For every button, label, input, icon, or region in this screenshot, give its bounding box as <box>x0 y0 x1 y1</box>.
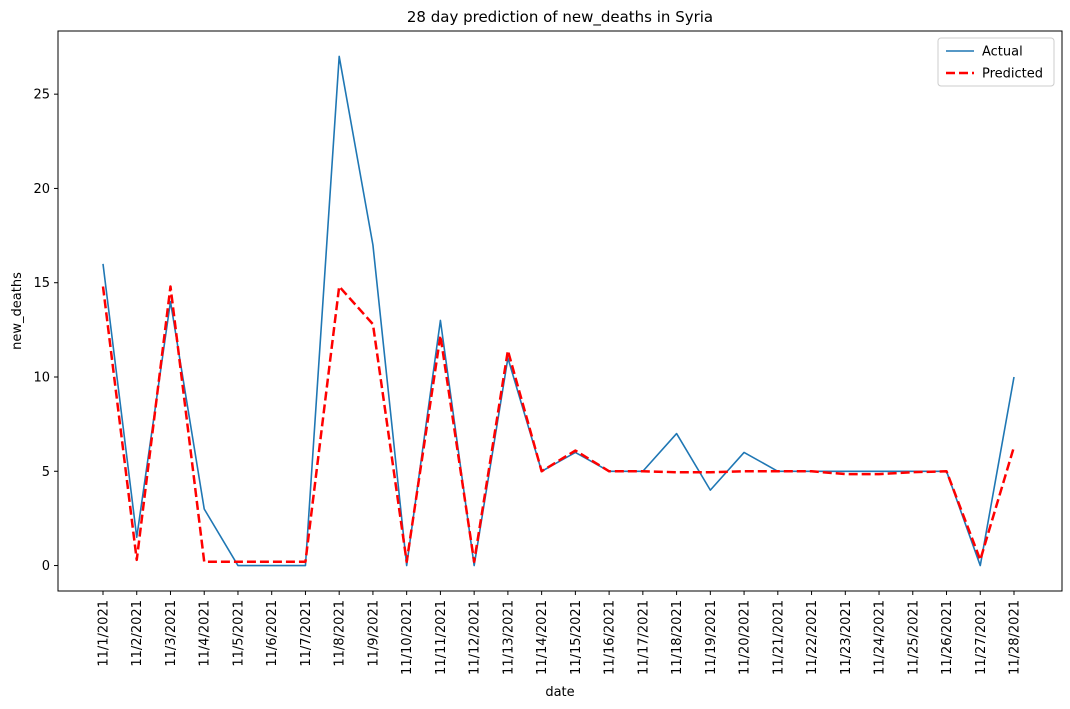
x-tick-label: 11/8/2021 <box>333 600 348 667</box>
y-tick-label: 5 <box>42 465 50 480</box>
x-tick-label: 11/7/2021 <box>299 600 314 667</box>
plot-area <box>57 30 1063 592</box>
x-tick-label: 11/28/2021 <box>1008 600 1023 675</box>
x-axis-title: date <box>545 685 574 700</box>
y-axis-title: new_deaths <box>10 272 25 350</box>
series-line-predicted <box>101 285 1016 564</box>
legend-label-actual: Actual <box>982 45 1023 60</box>
x-tick-label: 11/14/2021 <box>535 600 550 675</box>
x-tick-label: 11/4/2021 <box>198 600 213 667</box>
x-tick-label: 11/6/2021 <box>265 600 280 667</box>
legend: Actual Predicted <box>937 37 1055 87</box>
x-tick-label: 11/12/2021 <box>468 600 483 675</box>
legend-label-predicted: Predicted <box>982 67 1043 82</box>
x-tick-label: 11/27/2021 <box>974 600 989 675</box>
y-tick-label: 25 <box>33 88 50 103</box>
x-tick-label: 11/9/2021 <box>366 600 381 667</box>
y-tick-label: 10 <box>33 370 50 385</box>
chart-title: 28 day prediction of new_deaths in Syria <box>407 8 713 27</box>
x-tick-label: 11/26/2021 <box>940 600 955 675</box>
x-tick-label: 11/23/2021 <box>839 600 854 675</box>
y-axis: 0 5 10 15 20 25 <box>33 88 58 574</box>
series-line-actual <box>102 55 1015 567</box>
x-axis: 11/1/2021 11/2/2021 11/3/2021 11/4/2021 11/5… <box>97 591 1023 675</box>
y-tick-label: 15 <box>33 276 50 291</box>
y-tick-label: 0 <box>42 559 50 574</box>
x-tick-label: 11/17/2021 <box>636 600 651 675</box>
x-tick-label: 11/18/2021 <box>670 600 685 675</box>
x-tick-label: 11/13/2021 <box>501 600 516 675</box>
x-tick-label: 11/10/2021 <box>400 600 415 675</box>
plot-frame <box>57 30 1063 592</box>
y-tick-label: 20 <box>33 182 50 197</box>
x-tick-label: 11/19/2021 <box>704 600 719 675</box>
x-tick-label: 11/25/2021 <box>906 600 921 675</box>
x-tick-label: 11/15/2021 <box>569 600 584 675</box>
x-tick-label: 11/1/2021 <box>97 600 112 667</box>
x-tick-label: 11/20/2021 <box>738 600 753 675</box>
x-tick-label: 11/24/2021 <box>873 600 888 675</box>
x-tick-label: 11/21/2021 <box>771 600 786 675</box>
x-tick-label: 11/3/2021 <box>164 600 179 667</box>
x-tick-label: 11/11/2021 <box>434 600 449 675</box>
x-tick-label: 11/16/2021 <box>603 600 618 675</box>
x-tick-label: 11/22/2021 <box>805 600 820 675</box>
x-tick-label: 11/5/2021 <box>231 600 246 667</box>
x-tick-label: 11/2/2021 <box>130 600 145 667</box>
